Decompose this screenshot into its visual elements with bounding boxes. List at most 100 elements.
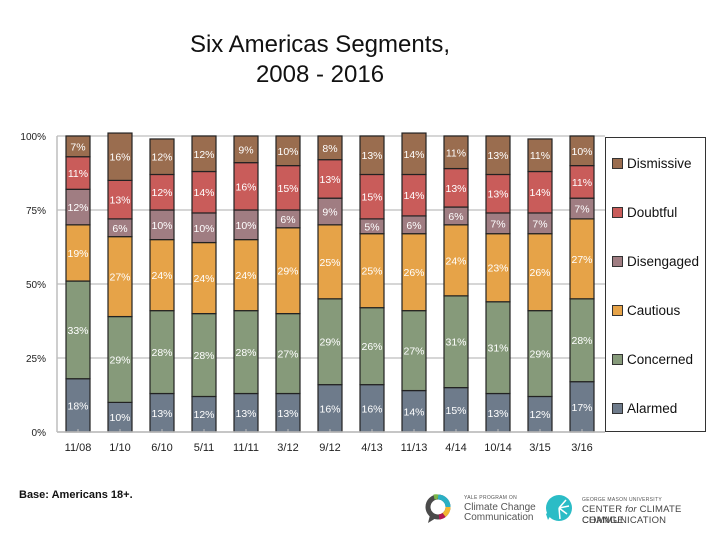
data-label: 14%: [193, 187, 214, 199]
yale-logo-line-2: Communication: [464, 512, 534, 523]
data-label: 27%: [109, 272, 130, 284]
bar-segment-doubtful: [485, 173, 511, 214]
data-label: 26%: [361, 341, 382, 353]
data-label: 13%: [361, 150, 382, 162]
legend-swatch: [612, 403, 623, 414]
bar-segment-cautious: [191, 241, 217, 315]
bar-segment-concerned: [527, 310, 553, 398]
bar-segment-dismissive: [107, 132, 133, 181]
y-tick-label: 0%: [32, 428, 47, 439]
data-label: 13%: [109, 195, 130, 207]
bar-segment-concerned: [65, 280, 91, 380]
gmu-logo-small-text: GEORGE MASON UNIVERSITY: [582, 497, 662, 503]
data-label: 23%: [487, 263, 508, 275]
x-tick-label: 1/10: [109, 442, 130, 454]
gmu-logo-line-2: COMMUNICATION: [582, 515, 667, 526]
data-label: 17%: [571, 402, 592, 414]
legend-label: Disengaged: [627, 254, 700, 269]
bar-segment-doubtful: [443, 167, 469, 208]
data-label: 16%: [235, 181, 256, 193]
data-label: 7%: [70, 141, 85, 153]
bar-segment-cautious: [359, 233, 385, 309]
data-label: 28%: [571, 335, 592, 347]
bar-segment-dismissive: [275, 135, 301, 167]
bar-segment-dismissive: [527, 138, 553, 173]
bar-segment-cautious: [317, 224, 343, 300]
data-label: 29%: [529, 349, 550, 361]
gmu-logo-icon: [546, 495, 572, 521]
data-label: 12%: [67, 202, 88, 214]
data-label: 7%: [574, 204, 589, 216]
bar-segment-dismissive: [359, 135, 385, 176]
data-label: 28%: [235, 347, 256, 359]
chart-title: Six Americas Segments, 2008 - 2016: [0, 30, 640, 90]
data-label: 27%: [403, 346, 424, 358]
data-label: 28%: [193, 350, 214, 362]
yale-logo-icon: [425, 494, 451, 523]
data-label: 10%: [277, 146, 298, 158]
bar-segment-doubtful: [275, 165, 301, 211]
data-label: 12%: [151, 152, 172, 164]
data-label: 11%: [68, 168, 88, 180]
bar-segment-alarmed: [233, 392, 259, 433]
data-label: 11%: [530, 150, 550, 162]
data-label: 5%: [364, 221, 379, 233]
bar-segment-cautious: [233, 239, 259, 312]
data-label: 6%: [448, 211, 463, 223]
data-label: 8%: [322, 143, 337, 155]
data-label: 13%: [487, 150, 508, 162]
data-label: 26%: [529, 267, 550, 279]
bar-segment-dismissive: [233, 135, 259, 164]
bar-segment-alarmed: [401, 389, 427, 433]
data-label: 24%: [151, 270, 172, 282]
chart-title-line-2: 2008 - 2016: [255, 61, 385, 88]
legend-swatch: [612, 305, 623, 316]
bar-segment-doubtful: [233, 162, 259, 211]
data-label: 12%: [151, 187, 172, 199]
bar-segment-concerned: [401, 310, 427, 392]
bar-segment-dismissive: [401, 132, 427, 176]
legend-item-concerned: Concerned: [612, 352, 693, 367]
bar-segment-doubtful: [65, 156, 91, 190]
x-tick-label: 3/16: [571, 442, 592, 454]
data-label: 12%: [193, 149, 214, 161]
legend-label: Alarmed: [627, 401, 678, 416]
bar-segment-doubtful: [317, 159, 343, 199]
legend-swatch: [612, 207, 623, 218]
gmu-logo-line-1a: CENTER: [582, 504, 626, 515]
bar-segment-cautious: [149, 239, 175, 312]
bar-segment-doubtful: [569, 165, 595, 199]
data-label: 24%: [445, 255, 466, 267]
legend-label: Dismissive: [627, 156, 692, 171]
legend-item-disengaged: Disengaged: [612, 254, 699, 269]
bar-segment-alarmed: [569, 381, 595, 433]
legend-item-dismissive: Dismissive: [612, 156, 692, 171]
data-label: 27%: [571, 254, 592, 266]
yale-logo-small-text: YALE PROGRAM ON: [464, 495, 518, 501]
data-label: 29%: [109, 354, 130, 366]
data-label: 9%: [238, 144, 253, 156]
x-tick-label: 4/13: [361, 442, 382, 454]
data-label: 15%: [277, 183, 298, 195]
y-tick-label: 100%: [20, 132, 46, 143]
data-label: 18%: [67, 400, 88, 412]
data-label: 16%: [361, 403, 382, 415]
data-label: 31%: [487, 343, 508, 355]
data-label: 28%: [151, 347, 172, 359]
bar-segment-doubtful: [107, 179, 133, 220]
data-label: 13%: [277, 408, 298, 420]
data-label: 26%: [403, 267, 424, 279]
bar-segment-concerned: [107, 315, 133, 403]
data-label: 25%: [319, 257, 340, 269]
data-label: 11%: [446, 147, 466, 159]
legend-label: Cautious: [627, 303, 681, 318]
bar-segment-dismissive: [149, 138, 175, 176]
data-label: 14%: [403, 190, 424, 202]
data-label: 13%: [487, 189, 508, 201]
data-label: 31%: [445, 337, 466, 349]
data-label: 11%: [572, 177, 592, 189]
legend-swatch: [612, 158, 623, 169]
data-label: 10%: [571, 146, 592, 158]
data-label: 13%: [319, 174, 340, 186]
